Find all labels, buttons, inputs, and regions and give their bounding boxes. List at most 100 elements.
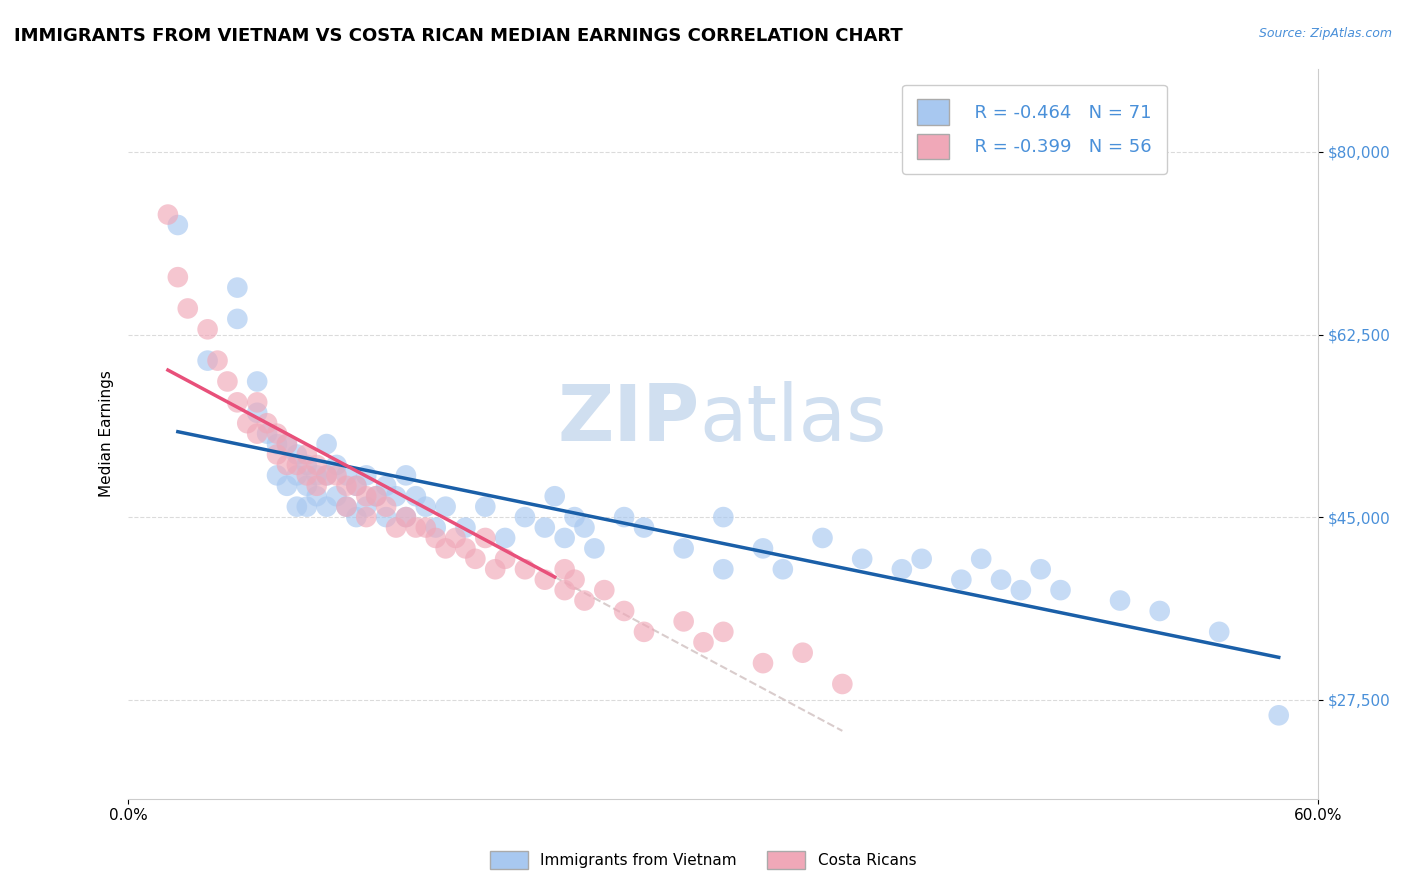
Point xyxy=(356,489,378,503)
Point xyxy=(305,468,328,483)
Point xyxy=(593,583,616,598)
Point xyxy=(207,353,229,368)
Point xyxy=(574,520,596,534)
Point xyxy=(285,500,308,514)
Point xyxy=(335,500,357,514)
Point xyxy=(395,510,418,524)
Point xyxy=(344,479,367,493)
Point xyxy=(454,520,477,534)
Point xyxy=(246,395,269,409)
Point xyxy=(672,541,695,556)
Point xyxy=(226,280,249,294)
Point xyxy=(711,510,734,524)
Point xyxy=(613,510,636,524)
Text: atlas: atlas xyxy=(700,381,887,457)
Point xyxy=(752,656,775,670)
Point xyxy=(851,551,873,566)
Point xyxy=(305,479,328,493)
Point xyxy=(444,531,467,545)
Point xyxy=(246,375,269,389)
Point xyxy=(564,510,586,524)
Point xyxy=(415,520,437,534)
Point xyxy=(266,468,288,483)
Point xyxy=(344,479,367,493)
Point xyxy=(266,448,288,462)
Point xyxy=(405,489,427,503)
Point xyxy=(197,322,219,336)
Point xyxy=(356,510,378,524)
Point xyxy=(295,468,318,483)
Point xyxy=(325,468,347,483)
Point xyxy=(295,458,318,472)
Point xyxy=(375,500,398,514)
Point xyxy=(1267,708,1289,723)
Point xyxy=(1049,583,1071,598)
Point xyxy=(911,551,934,566)
Text: IMMIGRANTS FROM VIETNAM VS COSTA RICAN MEDIAN EARNINGS CORRELATION CHART: IMMIGRANTS FROM VIETNAM VS COSTA RICAN M… xyxy=(14,27,903,45)
Point xyxy=(425,531,447,545)
Point xyxy=(177,301,200,316)
Point xyxy=(266,437,288,451)
Point xyxy=(366,489,388,503)
Legend:   R = -0.464   N = 71,   R = -0.399   N = 56: R = -0.464 N = 71, R = -0.399 N = 56 xyxy=(903,85,1167,174)
Point xyxy=(256,416,278,430)
Point xyxy=(554,583,576,598)
Y-axis label: Median Earnings: Median Earnings xyxy=(100,370,114,497)
Point xyxy=(464,551,486,566)
Point xyxy=(256,426,278,441)
Point xyxy=(375,510,398,524)
Point xyxy=(305,458,328,472)
Point xyxy=(772,562,794,576)
Point xyxy=(217,375,239,389)
Point xyxy=(276,479,298,493)
Point xyxy=(276,437,298,451)
Point xyxy=(752,541,775,556)
Point xyxy=(335,468,357,483)
Point xyxy=(285,458,308,472)
Point xyxy=(226,395,249,409)
Point xyxy=(276,437,298,451)
Text: Source: ZipAtlas.com: Source: ZipAtlas.com xyxy=(1258,27,1392,40)
Point xyxy=(236,416,259,430)
Point xyxy=(484,562,506,576)
Point xyxy=(434,500,457,514)
Point xyxy=(246,406,269,420)
Point xyxy=(335,500,357,514)
Point xyxy=(285,448,308,462)
Point xyxy=(325,458,347,472)
Point xyxy=(890,562,912,576)
Point xyxy=(574,593,596,607)
Point xyxy=(613,604,636,618)
Point xyxy=(425,520,447,534)
Point xyxy=(405,520,427,534)
Point xyxy=(276,458,298,472)
Point xyxy=(672,615,695,629)
Point xyxy=(564,573,586,587)
Point xyxy=(583,541,606,556)
Point xyxy=(554,531,576,545)
Point xyxy=(295,479,318,493)
Point xyxy=(356,468,378,483)
Point xyxy=(156,208,179,222)
Text: ZIP: ZIP xyxy=(557,381,700,457)
Point xyxy=(633,520,655,534)
Point xyxy=(166,270,188,285)
Point xyxy=(366,489,388,503)
Point xyxy=(1010,583,1032,598)
Point xyxy=(711,624,734,639)
Point xyxy=(344,510,367,524)
Point xyxy=(692,635,714,649)
Point xyxy=(266,426,288,441)
Point xyxy=(544,489,567,503)
Point xyxy=(831,677,853,691)
Point xyxy=(395,468,418,483)
Point xyxy=(811,531,834,545)
Point xyxy=(494,531,516,545)
Point xyxy=(792,646,814,660)
Point xyxy=(375,479,398,493)
Point xyxy=(315,500,337,514)
Point xyxy=(305,489,328,503)
Point xyxy=(513,510,536,524)
Point xyxy=(494,551,516,566)
Point xyxy=(950,573,973,587)
